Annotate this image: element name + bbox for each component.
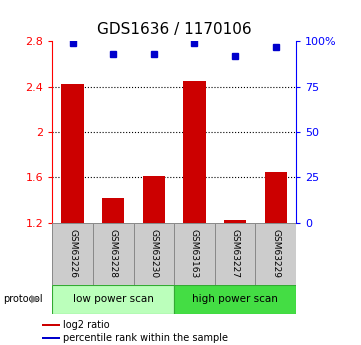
Text: GSM63230: GSM63230 (149, 229, 158, 278)
Bar (174, 223, 215, 285)
Bar (43, 324, 60, 326)
Text: GSM63228: GSM63228 (109, 229, 118, 278)
Bar (102, 198, 125, 223)
Bar (52, 223, 93, 285)
Text: log2 ratio: log2 ratio (63, 320, 110, 329)
Title: GDS1636 / 1170106: GDS1636 / 1170106 (97, 22, 252, 38)
Text: protocol: protocol (4, 294, 43, 304)
Text: high power scan: high power scan (192, 294, 278, 304)
Text: ▶: ▶ (31, 294, 40, 304)
Text: GSM63229: GSM63229 (271, 229, 280, 278)
Bar (61, 85, 84, 223)
Bar (143, 176, 165, 223)
Bar (224, 220, 246, 223)
Text: GSM63227: GSM63227 (231, 229, 240, 278)
Bar (183, 81, 206, 223)
Bar (265, 171, 287, 223)
Bar (93, 223, 134, 285)
Bar (215, 223, 256, 285)
Text: low power scan: low power scan (73, 294, 154, 304)
Text: GSM63226: GSM63226 (68, 229, 77, 278)
Bar (174, 285, 296, 314)
Bar (256, 223, 296, 285)
Text: GSM63163: GSM63163 (190, 229, 199, 278)
Bar (52, 285, 174, 314)
Bar (134, 223, 174, 285)
Bar (43, 337, 60, 339)
Text: percentile rank within the sample: percentile rank within the sample (63, 333, 228, 343)
